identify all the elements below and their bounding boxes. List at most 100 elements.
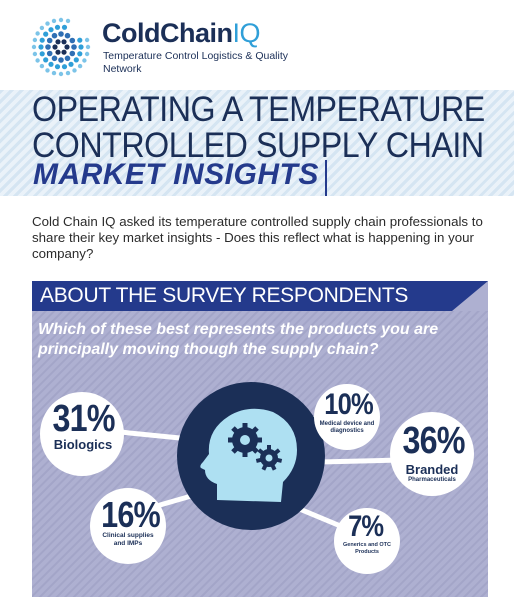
percent-generics: 7% bbox=[348, 510, 384, 543]
gear-tooth bbox=[228, 437, 234, 443]
title-market-insights: MARKET INSIGHTS bbox=[33, 158, 319, 191]
gear-tooth bbox=[274, 448, 281, 455]
logo-dot bbox=[48, 27, 54, 33]
label-biologics: Biologics bbox=[53, 437, 113, 452]
gear-tooth bbox=[257, 448, 264, 455]
title-accent-bar bbox=[325, 160, 327, 196]
survey-question: Which of these best represents the produ… bbox=[38, 321, 439, 358]
logo-dot bbox=[69, 37, 76, 44]
logo-dot bbox=[84, 51, 90, 57]
logo-dot bbox=[31, 44, 37, 50]
logo-dot bbox=[58, 17, 64, 23]
logo-dot bbox=[58, 71, 64, 77]
connector-branded bbox=[317, 457, 403, 465]
logo-dot bbox=[73, 57, 79, 63]
gear-tooth bbox=[270, 464, 277, 471]
section-header bbox=[32, 281, 488, 311]
logo-dot bbox=[58, 31, 64, 37]
logo-dot bbox=[43, 57, 49, 63]
logo-dot bbox=[35, 58, 40, 63]
gear-tooth bbox=[251, 446, 259, 454]
brand-name: ColdChainIQ bbox=[102, 18, 261, 48]
logo-dot bbox=[45, 68, 50, 73]
label-medical: Medical device and diagnostics bbox=[319, 421, 375, 434]
intro-text: Cold Chain IQ asked its temperature cont… bbox=[32, 214, 483, 261]
bubble-medical bbox=[314, 384, 380, 450]
percent-medical: 10% bbox=[324, 388, 373, 421]
logo-dot bbox=[39, 51, 45, 57]
gear-tooth bbox=[231, 446, 239, 454]
label-branded: Branded bbox=[405, 462, 459, 477]
logo-dot bbox=[32, 51, 38, 57]
gear-tooth bbox=[255, 457, 262, 463]
gear-tooth bbox=[267, 445, 271, 450]
logo-dot bbox=[61, 24, 68, 30]
title-line-2: CONTROLLED SUPPLY CHAIN bbox=[32, 126, 484, 165]
logo-dot bbox=[54, 24, 61, 30]
logo-dot bbox=[61, 39, 67, 45]
bubble-biologics bbox=[40, 392, 124, 476]
head-with-gears-icon bbox=[200, 408, 297, 502]
gear-tooth bbox=[261, 464, 268, 471]
gear-tooth bbox=[256, 437, 262, 443]
logo-dot bbox=[45, 21, 50, 26]
bubble-branded bbox=[390, 412, 474, 496]
logo-dot bbox=[46, 50, 53, 57]
percent-clinical: 16% bbox=[101, 494, 161, 535]
logo-dot bbox=[77, 63, 83, 69]
logo-dot bbox=[77, 51, 83, 57]
section-title: ABOUT THE SURVEY RESPONDENTS bbox=[40, 284, 409, 307]
logo-dot bbox=[72, 68, 77, 73]
percent-branded: 36% bbox=[402, 420, 465, 462]
brand-tagline: Temperature Control Logistics & Quality … bbox=[103, 50, 288, 75]
logo-dot bbox=[64, 55, 71, 62]
sublabel-branded: Pharmaceuticals bbox=[408, 477, 456, 483]
logo-dot bbox=[65, 18, 71, 24]
logo-dot bbox=[55, 49, 61, 55]
logo-dot bbox=[61, 64, 68, 70]
logo-dot bbox=[71, 44, 77, 50]
label-clinical: Clinical supplies and IMPs bbox=[102, 532, 154, 547]
gear-tooth bbox=[231, 426, 239, 434]
logo-dot bbox=[64, 32, 71, 39]
logo-dot bbox=[77, 37, 83, 43]
logo-dot bbox=[52, 44, 58, 50]
gear-tooth bbox=[276, 457, 283, 463]
logo-dot bbox=[45, 44, 51, 50]
bubble-generics bbox=[334, 508, 400, 574]
logo-dot bbox=[58, 57, 64, 63]
logo-dot bbox=[85, 44, 91, 50]
logo-dot bbox=[55, 39, 61, 45]
logo-dot bbox=[51, 55, 58, 62]
logo-dot bbox=[82, 58, 87, 63]
logo-dot bbox=[65, 70, 71, 76]
label-generics: Generics and OTC Products bbox=[343, 542, 391, 555]
logo-dot bbox=[46, 37, 53, 44]
title-line-1: OPERATING A TEMPERATURE bbox=[32, 90, 485, 129]
logo-dot bbox=[61, 49, 67, 55]
logo-dot bbox=[32, 37, 38, 43]
logo-dot bbox=[38, 44, 44, 50]
bubble-clinical bbox=[90, 488, 166, 564]
gear-tooth bbox=[251, 426, 259, 434]
logo-dot bbox=[48, 61, 54, 67]
percent-biologics: 31% bbox=[52, 398, 115, 440]
logo-dot bbox=[51, 32, 58, 39]
logo-dot bbox=[78, 44, 84, 50]
logo-dot bbox=[69, 50, 76, 57]
logo-dot bbox=[51, 70, 57, 76]
coldchainiq-logo-icon bbox=[31, 17, 91, 77]
logo-dot bbox=[35, 31, 40, 36]
logo-dot bbox=[84, 37, 90, 43]
gear-tooth bbox=[242, 451, 248, 457]
logo-dot bbox=[54, 64, 61, 70]
logo-dot bbox=[43, 31, 49, 37]
title-banner bbox=[0, 90, 514, 196]
logo-dot bbox=[39, 25, 45, 31]
logo-dot bbox=[68, 61, 74, 67]
logo-dot bbox=[39, 37, 45, 43]
logo-dot bbox=[39, 63, 45, 69]
gear-tooth bbox=[242, 423, 248, 429]
logo-dot bbox=[64, 44, 70, 50]
logo-dot bbox=[51, 18, 57, 24]
